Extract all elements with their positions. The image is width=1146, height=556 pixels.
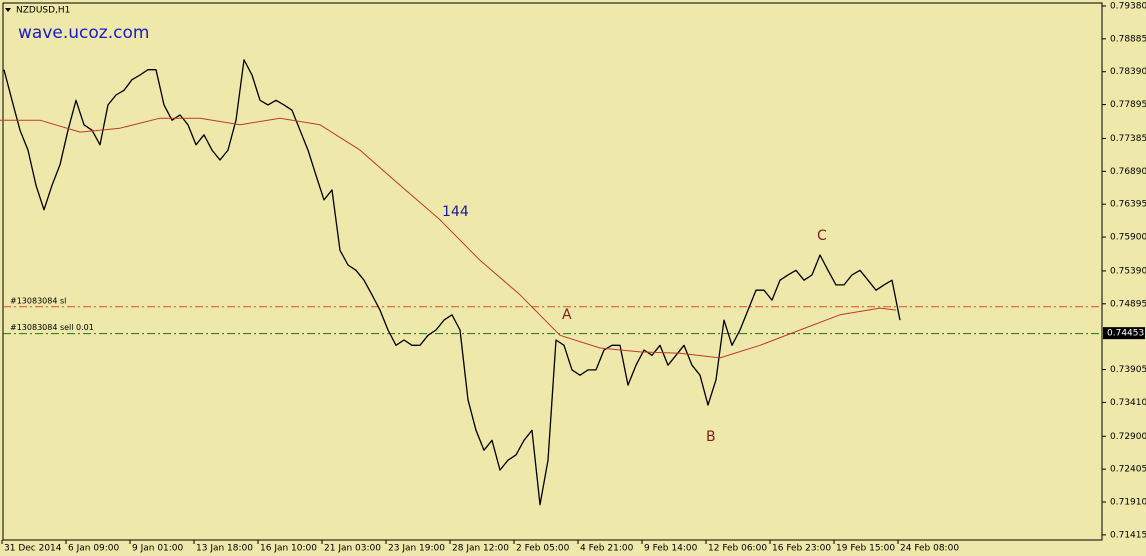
price-line bbox=[3, 59, 901, 506]
y-tick-label: 0.78390 bbox=[1110, 67, 1146, 77]
x-tick-label: 21 Jan 03:00 bbox=[324, 544, 381, 554]
x-tick-label: 12 Feb 06:00 bbox=[708, 544, 767, 554]
x-tick-label: 28 Jan 12:00 bbox=[452, 544, 509, 554]
x-tick-label: 6 Jan 09:00 bbox=[68, 544, 120, 554]
y-tick-label: 0.72900 bbox=[1110, 432, 1146, 442]
price-box-label: 0.74453 bbox=[1107, 329, 1144, 339]
y-tick-label: 0.78885 bbox=[1110, 34, 1146, 44]
y-tick-label: 0.71910 bbox=[1110, 498, 1146, 508]
y-tick-label: 0.73905 bbox=[1110, 365, 1146, 375]
price-box bbox=[1103, 327, 1145, 340]
x-tick-label: 16 Jan 10:00 bbox=[260, 544, 317, 554]
x-tick-label: 31 Dec 2014 bbox=[4, 544, 62, 554]
y-tick-label: 0.79380 bbox=[1110, 1, 1146, 11]
y-tick-label: 0.75390 bbox=[1110, 266, 1146, 276]
x-tick-label: 2 Feb 05:00 bbox=[516, 544, 570, 554]
y-tick-label: 0.74895 bbox=[1110, 299, 1146, 309]
y-tick-label: 0.77385 bbox=[1110, 134, 1146, 144]
y-tick-label: 0.77895 bbox=[1110, 100, 1146, 110]
order-level-label: #13083084 sl bbox=[10, 296, 66, 305]
y-tick-label: 0.73410 bbox=[1110, 398, 1146, 408]
x-tick-label: 16 Feb 23:00 bbox=[772, 544, 831, 554]
annotation: 144 bbox=[442, 204, 469, 220]
y-tick-label: 0.72405 bbox=[1110, 465, 1146, 475]
x-tick-label: 23 Jan 19:00 bbox=[388, 544, 445, 554]
plot-frame bbox=[2, 2, 1103, 541]
order-level-label: #13083084 sell 0.01 bbox=[10, 323, 94, 332]
menu-icon bbox=[5, 8, 11, 12]
y-tick-label: 0.76890 bbox=[1110, 167, 1146, 177]
watermark: wave.ucoz.com bbox=[18, 23, 149, 43]
chart-title: NZDUSD,H1 bbox=[16, 6, 70, 16]
x-tick-label: 24 Feb 08:00 bbox=[900, 544, 959, 554]
y-tick-label: 0.76395 bbox=[1110, 200, 1146, 210]
x-tick-label: 9 Jan 01:00 bbox=[132, 544, 184, 554]
x-tick-label: 4 Feb 21:00 bbox=[580, 544, 634, 554]
x-tick-label: 19 Feb 15:00 bbox=[836, 544, 895, 554]
moving-average bbox=[0, 117, 897, 359]
annotation: A bbox=[562, 307, 572, 323]
annotation: C bbox=[817, 228, 827, 244]
x-tick-label: 13 Jan 18:00 bbox=[196, 544, 253, 554]
x-tick-label: 9 Feb 14:00 bbox=[644, 544, 698, 554]
annotation: B bbox=[706, 429, 716, 445]
y-tick-label: 0.71415 bbox=[1110, 530, 1146, 540]
y-tick-label: 0.75900 bbox=[1110, 233, 1146, 243]
